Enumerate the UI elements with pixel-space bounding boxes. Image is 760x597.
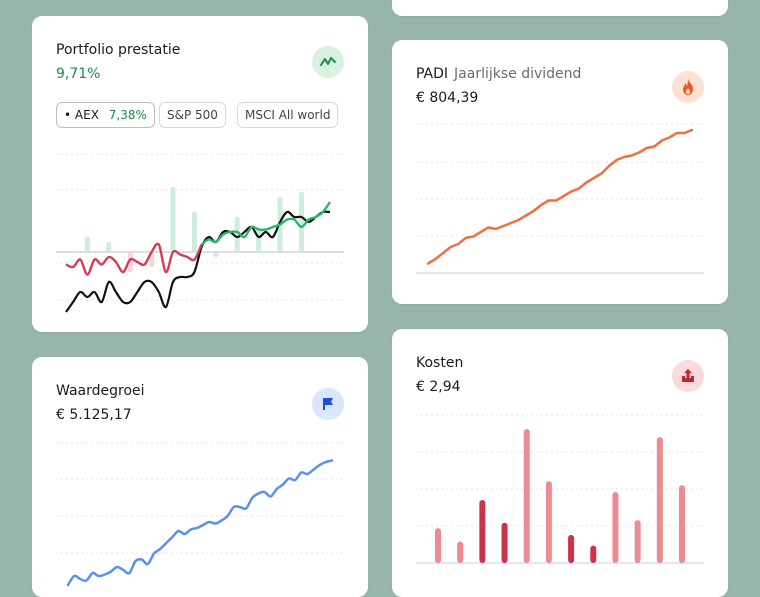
cost-bar bbox=[656, 437, 663, 563]
dividend-value: € 804,39 bbox=[416, 90, 479, 106]
trend-up-icon[interactable] bbox=[312, 46, 344, 78]
bar bbox=[191, 212, 197, 252]
portfolio-card: Portfolio prestatie 9,71% • AEX 7,38% S&… bbox=[32, 16, 368, 332]
portfolio-line-negative bbox=[65, 242, 203, 276]
value-growth-title: Waardegroei bbox=[56, 383, 145, 399]
bar bbox=[213, 252, 219, 257]
cost-bar bbox=[634, 520, 641, 563]
costs-value: € 2,94 bbox=[416, 379, 461, 395]
chip-label: MSCI All world bbox=[245, 108, 331, 122]
bar bbox=[170, 187, 176, 252]
value-growth-value: € 5.125,17 bbox=[56, 407, 132, 423]
benchmark-chip-sp500[interactable]: S&P 500 bbox=[159, 102, 226, 128]
cost-bar bbox=[435, 528, 441, 563]
dividend-title-main: PADI bbox=[416, 66, 449, 82]
portfolio-title: Portfolio prestatie bbox=[56, 42, 181, 58]
dividend-line bbox=[426, 128, 694, 265]
cost-bar bbox=[679, 485, 685, 563]
portfolio-value: 9,71% bbox=[56, 66, 101, 82]
chip-pct: 7,38% bbox=[108, 108, 147, 122]
bar bbox=[298, 192, 304, 252]
chip-label: AEX bbox=[74, 108, 99, 122]
cost-bar bbox=[545, 481, 552, 563]
flame-icon[interactable] bbox=[672, 71, 704, 103]
costs-chart bbox=[416, 414, 704, 564]
cost-bar bbox=[457, 541, 464, 563]
dividend-chart bbox=[416, 123, 704, 274]
dividend-subtitle: Jaarlijkse dividend bbox=[454, 66, 582, 82]
portfolio-line-positive bbox=[200, 201, 331, 246]
bar bbox=[256, 227, 262, 252]
cost-bar bbox=[479, 500, 486, 563]
cost-bar bbox=[568, 534, 575, 563]
benchmark-chip-aex[interactable]: • AEX 7,38% bbox=[56, 102, 155, 128]
dividend-title: PADI Jaarlijkse dividend bbox=[416, 66, 581, 82]
costs-card: Kosten € 2,94 bbox=[392, 329, 728, 597]
cost-bar bbox=[523, 429, 530, 563]
value-growth-line bbox=[66, 459, 334, 587]
benchmark-line bbox=[65, 210, 331, 313]
chip-label: S&P 500 bbox=[167, 108, 218, 122]
cost-bar bbox=[612, 491, 619, 563]
chip-dot-icon: • bbox=[64, 108, 72, 122]
bar bbox=[234, 217, 240, 252]
bar bbox=[127, 252, 133, 272]
cost-bar bbox=[590, 545, 597, 563]
value-growth-chart bbox=[56, 442, 344, 587]
partial-card-top bbox=[392, 0, 728, 16]
portfolio-chart bbox=[56, 153, 344, 313]
bar bbox=[106, 242, 112, 252]
bar bbox=[84, 237, 90, 252]
cost-bar bbox=[501, 522, 508, 563]
value-growth-card: Waardegroei € 5.125,17 bbox=[32, 357, 368, 597]
flag-icon[interactable] bbox=[312, 388, 344, 420]
upload-icon[interactable] bbox=[672, 360, 704, 392]
benchmark-chip-msci[interactable]: MSCI All world bbox=[237, 102, 339, 128]
dividend-card: PADI Jaarlijkse dividend € 804,39 bbox=[392, 40, 728, 304]
costs-title: Kosten bbox=[416, 355, 464, 371]
